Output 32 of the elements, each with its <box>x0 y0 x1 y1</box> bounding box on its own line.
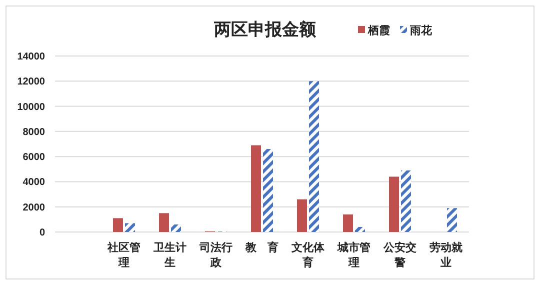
y-tick-label: 12000 <box>17 76 46 88</box>
y-tick-label: 2000 <box>22 202 46 214</box>
chart-title: 两区申报金额 <box>213 20 317 40</box>
x-tick-label: 教 育 <box>244 241 278 254</box>
bar <box>251 145 261 232</box>
bar <box>343 214 353 232</box>
bar <box>389 176 399 232</box>
bar <box>171 224 181 232</box>
bar <box>355 226 365 232</box>
bar <box>159 213 169 232</box>
bar <box>125 223 135 232</box>
y-tick-label: 14000 <box>17 52 46 62</box>
bar <box>263 149 273 232</box>
legend-label: 栖霞 <box>367 24 390 37</box>
bar <box>401 170 411 232</box>
bar <box>113 218 123 232</box>
x-tick-label: 卫生计生 <box>152 241 186 269</box>
x-tick-label: 司法行政 <box>198 241 232 269</box>
y-tick-label: 8000 <box>22 126 46 138</box>
y-tick-label: 0 <box>39 228 46 238</box>
x-tick-label: 城市管理 <box>336 241 370 269</box>
x-tick-label: 劳动就业 <box>430 241 462 269</box>
bar <box>297 199 307 232</box>
y-tick-label: 4000 <box>22 177 46 188</box>
bar <box>447 208 457 232</box>
y-tick-label: 10000 <box>17 102 46 113</box>
x-tick-label: 公安交警 <box>382 241 416 269</box>
x-tick-label: 社区管理 <box>106 241 140 269</box>
legend-label: 雨花 <box>409 24 433 37</box>
y-tick-label: 6000 <box>22 152 46 164</box>
x-tick-label: 文化体育 <box>290 241 326 269</box>
bar <box>309 81 319 232</box>
